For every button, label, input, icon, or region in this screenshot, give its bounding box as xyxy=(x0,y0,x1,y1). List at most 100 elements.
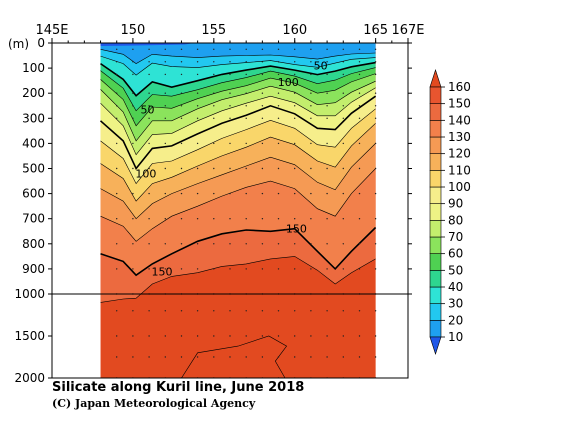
station-dot xyxy=(196,117,199,120)
station-dot xyxy=(164,92,166,94)
station-dot xyxy=(358,92,361,94)
station-dot xyxy=(261,73,264,76)
station-dot xyxy=(116,310,118,312)
colorbar-label: 40 xyxy=(448,280,463,294)
station-dot xyxy=(245,268,247,270)
station-dot xyxy=(310,142,312,145)
station-dot xyxy=(148,310,150,312)
station-dot xyxy=(342,61,344,63)
station-dot xyxy=(294,73,296,76)
station-dot xyxy=(326,310,328,312)
station-dot xyxy=(180,356,183,358)
station-dot xyxy=(213,356,215,358)
station-dot xyxy=(148,335,150,337)
station-dot xyxy=(229,192,231,195)
station-dot xyxy=(310,268,312,270)
station-dot xyxy=(229,167,231,170)
station-dot xyxy=(180,142,183,145)
station-dot xyxy=(261,61,264,63)
station-dot xyxy=(310,48,312,50)
colorbar-label: 150 xyxy=(448,97,471,111)
station-dot xyxy=(180,117,183,120)
station-dot xyxy=(277,105,280,107)
station-dot xyxy=(374,48,377,50)
y-axis: 0 100 200 300 400 500 600 700 800 900 1000 1500 2000 xyxy=(14,36,412,385)
colorbar-box xyxy=(429,120,442,138)
colorbar-label: 110 xyxy=(448,163,471,177)
y-tick-label: 800 xyxy=(22,237,45,251)
colorbar-label: 80 xyxy=(448,213,463,227)
station-dot xyxy=(277,335,280,337)
station-dot xyxy=(229,73,231,76)
station-dot xyxy=(261,92,264,94)
station-dot xyxy=(132,61,134,63)
station-dot xyxy=(164,61,166,63)
field-band xyxy=(100,62,376,111)
station-dot xyxy=(374,92,377,94)
y-tick-label: 500 xyxy=(22,162,45,176)
station-dot xyxy=(213,142,215,145)
station-dot xyxy=(196,167,199,170)
station-dot xyxy=(310,167,312,170)
contour-label: 50 xyxy=(314,60,328,73)
station-dot xyxy=(326,167,328,170)
station-dot xyxy=(277,310,280,312)
station-dot xyxy=(374,73,377,76)
station-dot xyxy=(164,218,166,220)
station-dot xyxy=(213,268,215,270)
station-dot xyxy=(261,117,264,120)
contour-lines xyxy=(99,49,377,378)
station-dot xyxy=(294,105,296,107)
station-dot xyxy=(245,117,247,120)
station-dot xyxy=(374,117,377,120)
station-dot xyxy=(180,335,183,337)
station-dot xyxy=(245,310,247,312)
station-dot xyxy=(245,92,247,94)
station-dot xyxy=(213,218,215,220)
station-dot xyxy=(245,73,247,76)
station-dot xyxy=(180,92,183,94)
station-dot xyxy=(213,167,215,170)
station-dot xyxy=(374,105,377,107)
y-tick-label: 300 xyxy=(22,111,45,125)
contour-line xyxy=(100,87,376,156)
station-dot xyxy=(294,218,296,220)
contour-line xyxy=(100,123,376,202)
station-dot xyxy=(180,73,183,76)
station-dot xyxy=(342,192,344,195)
station-dot xyxy=(261,167,264,170)
y-tick-label: 1000 xyxy=(14,287,45,301)
station-dot xyxy=(213,243,215,245)
station-dot xyxy=(245,218,247,220)
station-dot xyxy=(164,356,166,358)
station-dot xyxy=(342,92,344,94)
station-dot xyxy=(164,268,166,270)
station-dot xyxy=(196,192,199,195)
station-dot xyxy=(132,73,134,76)
field-band xyxy=(100,73,376,141)
station-dot xyxy=(132,218,134,220)
station-dot xyxy=(310,356,312,358)
station-dot xyxy=(294,268,296,270)
station-dot xyxy=(164,48,166,50)
station-dot xyxy=(261,192,264,195)
station-dot xyxy=(213,73,215,76)
station-dot xyxy=(132,142,134,145)
contour-line xyxy=(100,256,376,303)
field-band xyxy=(100,96,376,184)
station-dot xyxy=(358,310,361,312)
station-dot xyxy=(148,243,150,245)
station-dot xyxy=(358,105,361,107)
contour-line xyxy=(181,335,288,378)
station-dot xyxy=(374,356,377,358)
station-dot xyxy=(180,167,183,170)
colorbar-label: 70 xyxy=(448,230,463,244)
station-dot xyxy=(116,335,118,337)
colorbar-box xyxy=(429,103,442,121)
station-dot xyxy=(116,192,118,195)
station-dot xyxy=(116,92,118,94)
station-dot xyxy=(132,268,134,270)
field-band xyxy=(100,143,376,242)
station-dot xyxy=(116,105,118,107)
station-dot xyxy=(213,61,215,63)
